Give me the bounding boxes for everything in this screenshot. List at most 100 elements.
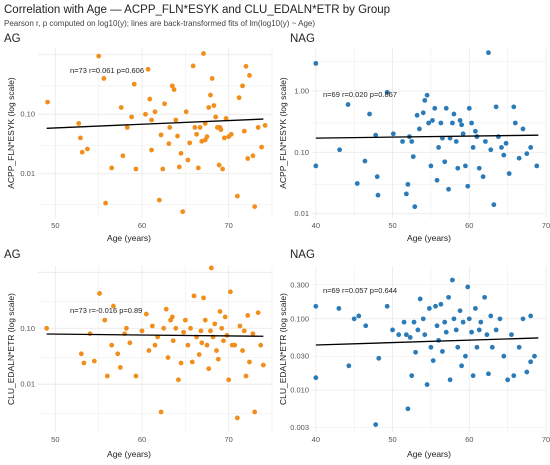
data-point <box>247 72 252 78</box>
data-point <box>139 328 145 334</box>
data-point <box>199 340 205 346</box>
data-point <box>430 358 436 364</box>
data-point <box>400 139 405 144</box>
panel-title: NAG <box>290 249 315 261</box>
data-point <box>409 373 415 379</box>
data-point <box>438 301 444 307</box>
data-point <box>180 209 186 215</box>
panel-title: AG <box>4 33 21 45</box>
data-point <box>482 139 488 144</box>
data-point <box>161 325 167 331</box>
data-point <box>170 338 176 344</box>
data-point <box>216 162 222 168</box>
data-point <box>241 128 247 134</box>
data-point <box>373 422 379 428</box>
x-tick-label: 50 <box>51 435 59 444</box>
data-point <box>401 319 407 325</box>
data-point <box>165 355 171 360</box>
data-point <box>149 147 154 153</box>
data-point <box>78 135 83 141</box>
stats-annotation: n=69 r=0.057 p=0.644 <box>323 286 397 295</box>
data-point <box>149 117 154 123</box>
data-point <box>162 101 167 107</box>
data-point <box>501 152 507 158</box>
x-axis-label: Age (years) <box>107 449 151 459</box>
data-point <box>415 327 421 333</box>
data-point <box>201 295 206 301</box>
data-point <box>532 353 537 359</box>
data-point <box>204 134 210 140</box>
data-point <box>209 76 215 81</box>
data-point <box>109 165 115 171</box>
data-point <box>528 145 534 150</box>
data-point <box>422 98 428 103</box>
data-point <box>493 104 499 110</box>
figure-title: Correlation with Age — ACPP_FLN*ESYK and… <box>4 4 390 16</box>
data-point <box>417 126 422 132</box>
data-point <box>85 146 90 152</box>
data-point <box>188 325 193 331</box>
data-point <box>232 342 238 348</box>
data-point <box>228 131 234 137</box>
data-point <box>433 303 438 309</box>
data-point <box>81 360 87 366</box>
data-point <box>455 165 461 171</box>
data-point <box>482 294 488 300</box>
data-point <box>417 296 423 302</box>
data-point <box>362 158 368 164</box>
data-point <box>178 360 184 366</box>
data-point <box>258 342 264 348</box>
data-point <box>204 342 210 348</box>
data-point <box>520 316 526 322</box>
data-point <box>182 317 188 323</box>
data-point <box>158 132 164 138</box>
data-point <box>197 125 203 130</box>
data-point <box>117 365 123 370</box>
y-tick-label: 0.10 <box>294 148 309 157</box>
y-axis-label: CLU_EDALN*ETR (log scale) <box>278 293 288 405</box>
data-point <box>191 293 197 299</box>
data-point <box>171 87 177 92</box>
data-point <box>133 373 139 379</box>
data-point <box>505 377 511 383</box>
data-point <box>163 306 169 312</box>
fit-line <box>315 134 539 139</box>
data-point <box>215 356 221 362</box>
data-point <box>469 120 474 126</box>
y-tick-label: 1.00 <box>294 86 309 95</box>
data-point <box>240 83 245 89</box>
data-point <box>407 334 413 340</box>
data-point <box>169 314 175 320</box>
data-point <box>250 153 256 159</box>
data-point <box>101 76 107 81</box>
data-point <box>447 377 453 383</box>
data-point <box>480 174 486 180</box>
data-point <box>252 409 258 415</box>
data-point <box>202 317 208 323</box>
x-tick-label: 50 <box>388 435 396 444</box>
data-point <box>208 92 213 98</box>
data-point <box>403 191 409 197</box>
data-point <box>208 328 213 334</box>
stats-annotation: n=73 r=0.061 p=0.606 <box>70 66 144 75</box>
data-point <box>217 125 223 130</box>
data-point <box>509 332 514 338</box>
data-point <box>181 329 187 335</box>
data-point <box>115 351 121 357</box>
data-point <box>87 331 93 337</box>
data-point <box>434 323 440 329</box>
data-point <box>152 342 158 348</box>
data-point <box>524 151 530 157</box>
data-point <box>501 353 507 359</box>
data-point <box>234 415 240 421</box>
data-point <box>313 163 319 169</box>
data-point <box>460 131 466 137</box>
data-point <box>451 316 457 322</box>
data-point <box>255 310 261 316</box>
x-tick-label: 60 <box>465 221 473 230</box>
data-point <box>457 308 463 314</box>
data-point <box>145 66 151 72</box>
data-point <box>443 329 449 335</box>
data-point <box>489 344 495 350</box>
data-point <box>185 342 191 348</box>
